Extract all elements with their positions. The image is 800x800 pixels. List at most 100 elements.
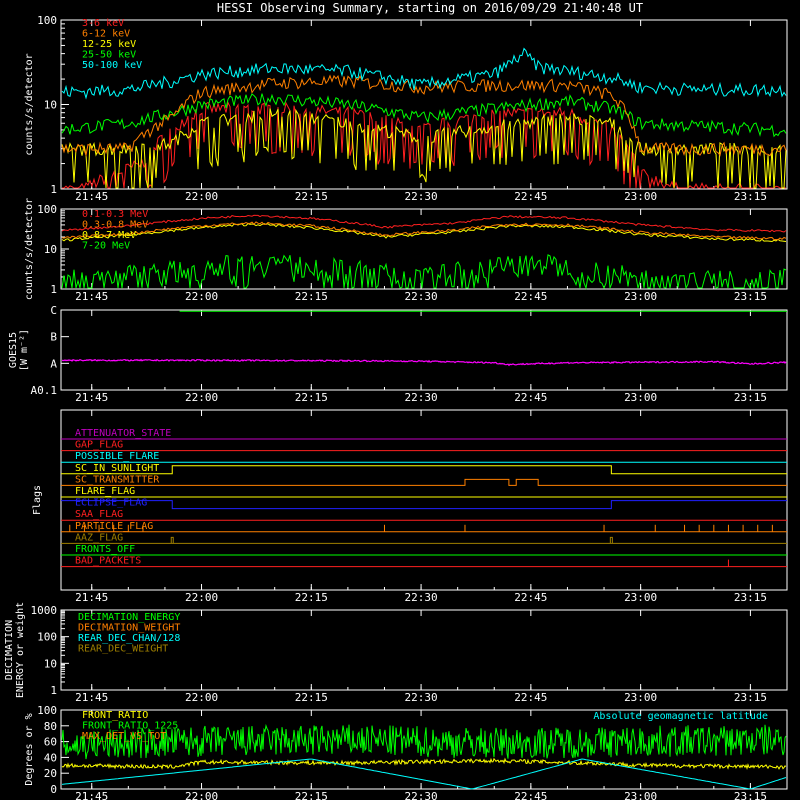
panel-lightcurves-high: 21:45 22:00 22:15 22:30 22:45 23:00 23:15 1 10 10… — [24, 198, 788, 303]
y-axis-label: counts/s/detector — [24, 53, 35, 155]
flag-label: SC_IN_SUNLIGHT — [75, 463, 159, 474]
legend-entry: DECIMATION_ENERGY — [78, 612, 180, 623]
legend-entry: Absolute geomagnetic latitude — [593, 711, 768, 722]
y-tick-label: 1 — [50, 183, 57, 196]
x-tick-label: 22:45 — [514, 391, 547, 404]
y-tick-label: 80 — [44, 720, 57, 733]
x-tick-label: 23:15 — [734, 190, 767, 203]
x-tick-label: 23:15 — [734, 790, 767, 800]
legend-entry: 3-6 keV — [82, 18, 124, 29]
x-tick-label: 22:15 — [295, 591, 328, 604]
x-tick-label: 23:15 — [734, 290, 767, 303]
series-line-0-8-7-mev — [61, 222, 787, 243]
plot-frame — [60, 709, 788, 790]
y-axis-label: Degrees or % — [24, 713, 35, 785]
legend-entry: 25-50 keV — [82, 50, 136, 61]
x-tick-label: 22:15 — [295, 691, 328, 704]
x-tick-label: 22:30 — [405, 790, 438, 800]
panels: 21:45 22:00 22:15 22:30 22:45 23:00 23:15 1 10 10… — [4, 14, 788, 800]
y-tick-label: 10 — [44, 243, 57, 256]
legend-entry: REAR_DEC_CHAN/128 — [78, 633, 180, 644]
x-tick-label: 22:00 — [185, 290, 218, 303]
x-tick-label: 22:30 — [405, 591, 438, 604]
panel-decimation: 21:45 22:00 22:15 22:30 22:45 23:00 23:15 1 10 10… — [4, 602, 788, 704]
flag-trace — [61, 478, 787, 486]
flag-label: AAZ_FLAG — [75, 532, 123, 543]
series-line-50-100-kev — [61, 47, 787, 100]
legend-entry: 50-100 keV — [82, 60, 142, 71]
x-tick-label: 23:15 — [734, 391, 767, 404]
x-tick-label: 23:15 — [734, 691, 767, 704]
legend-entry: DECIMATION_WEIGHT — [78, 623, 180, 634]
legend-entry: 0.3-0.8 MeV — [82, 220, 148, 231]
x-tick-label: 21:45 — [75, 190, 108, 203]
series-line-7-20-mev — [61, 254, 787, 290]
x-tick-label: 22:15 — [295, 790, 328, 800]
legend-entry: MAX_DET_VS_TOT — [82, 731, 166, 742]
y-tick-label: 100 — [37, 704, 57, 717]
x-tick-label: 22:45 — [514, 290, 547, 303]
legend-entry: FRONT_RATIO_1225 — [82, 721, 178, 732]
y-tick-label: 100 — [37, 14, 57, 27]
series-line-12-25-kev — [61, 108, 787, 189]
legend-entry: 12-25 keV — [82, 39, 136, 50]
y-tick-label: 10 — [44, 657, 57, 670]
series-line-0-3-0-8-mev — [61, 221, 787, 241]
flag-spike — [170, 536, 174, 544]
y-tick-label: 0 — [50, 783, 57, 796]
flag-label: ATTENUATOR_STATE — [75, 428, 171, 439]
x-tick-label: 22:15 — [295, 391, 328, 404]
x-tick-label: 22:30 — [405, 290, 438, 303]
flag-label: GAP_FLAG — [75, 440, 123, 451]
series-line-6-12-kev — [61, 74, 787, 157]
legend-entry: 0.1-0.3 MeV — [82, 209, 148, 220]
legend-entry: 7-20 MeV — [82, 241, 130, 252]
x-tick-label: 21:45 — [75, 391, 108, 404]
plot-frame — [60, 309, 788, 391]
flag-label: FLARE_FLAG — [75, 486, 135, 497]
x-tick-label: 22:00 — [185, 591, 218, 604]
x-tick-label: 23:15 — [734, 591, 767, 604]
x-tick-label: 22:15 — [295, 290, 328, 303]
panel-flags: 21:45 22:00 22:15 22:30 22:45 23:00 23:15 Flags… — [32, 409, 788, 604]
flag-label: SC_TRANSMITTER — [75, 474, 160, 485]
flag-label: BAD_PACKETS — [75, 556, 141, 567]
x-tick-label: 21:45 — [75, 691, 108, 704]
series-line-front-ratio — [61, 757, 787, 771]
y-axis-label: Flags — [32, 485, 43, 515]
y-axis-label: counts/s/detector — [24, 198, 35, 300]
x-tick-label: 23:00 — [624, 391, 657, 404]
figure-title: HESSI Observing Summary, starting on 201… — [217, 1, 643, 15]
x-tick-label: 22:00 — [185, 391, 218, 404]
x-tick-label: 22:45 — [514, 790, 547, 800]
y-tick-label: 10 — [44, 99, 57, 112]
y-tick-label: A — [50, 357, 57, 370]
x-tick-label: 22:45 — [514, 691, 547, 704]
y-axis-label: DECIMATION — [4, 620, 15, 680]
y-tick-label: 60 — [44, 736, 57, 749]
y-tick-label: 1000 — [31, 604, 58, 617]
flag-label: ECLIPSE_FLAG — [75, 498, 147, 509]
y-tick-label: 100 — [37, 203, 57, 216]
series-line-0-1-0-3-mev — [61, 214, 787, 233]
x-tick-label: 22:45 — [514, 591, 547, 604]
y-tick-label: 100 — [37, 631, 57, 644]
panel-lightcurves-low: 21:45 22:00 22:15 22:30 22:45 23:00 23:15 1 10 10… — [24, 14, 788, 203]
flag-label: SAA_FLAG — [75, 509, 123, 520]
series-line-front-ratio-1225 — [61, 723, 787, 760]
panel-ratios: 21:45 22:00 22:15 22:30 22:45 23:00 23:15 0 20 40… — [24, 704, 788, 800]
flag-label: POSSIBLE_FLARE — [75, 451, 159, 462]
plot-frame — [60, 609, 788, 691]
y-tick-label: 40 — [44, 751, 57, 764]
x-tick-label: 21:45 — [75, 290, 108, 303]
x-tick-label: 22:30 — [405, 691, 438, 704]
x-tick-label: 22:45 — [514, 190, 547, 203]
legend-entry: 0.8-7 MeV — [82, 230, 136, 241]
series-line-25-50-kev — [61, 93, 787, 138]
series-line-3-6-kev — [62, 101, 787, 190]
x-tick-label: 22:30 — [405, 190, 438, 203]
y-axis-label: GOES15 — [8, 332, 19, 368]
goes-low-channel-line — [61, 358, 787, 367]
plot-frame — [60, 19, 788, 190]
series-line-geomagnetic-latitude — [61, 758, 787, 790]
